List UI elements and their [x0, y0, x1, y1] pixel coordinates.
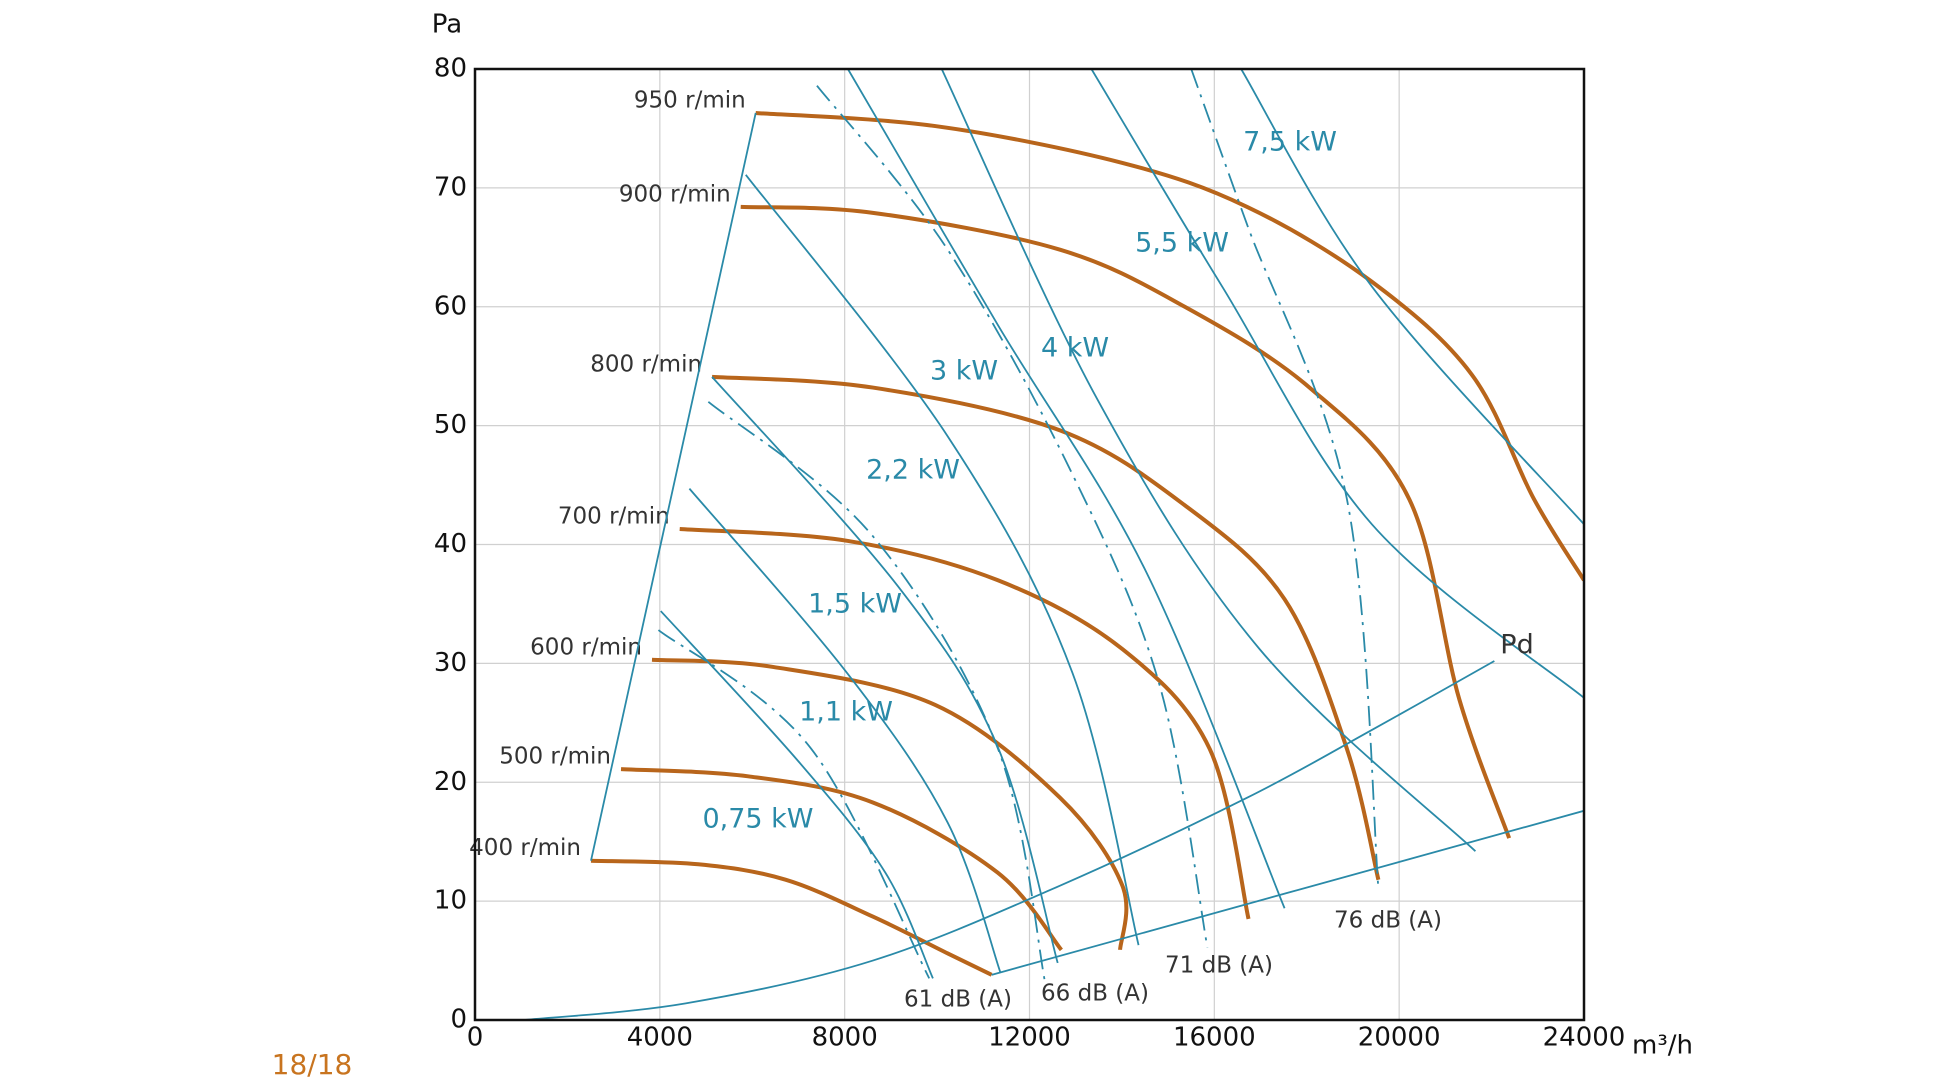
y-tick-label: 30	[434, 648, 467, 678]
y-tick-label: 70	[434, 172, 467, 202]
noise-label: 71 dB (A)	[1165, 953, 1273, 979]
speed-curve	[679, 527, 1251, 920]
speed-label: 950 r/min	[634, 87, 746, 113]
x-tick-label: 24000	[1543, 1023, 1626, 1053]
x-tick-label: 8000	[812, 1023, 878, 1053]
speed-curve	[740, 204, 1512, 839]
speed-label: 900 r/min	[619, 181, 731, 207]
power-curve	[847, 69, 1286, 909]
noise-curve	[657, 629, 931, 979]
speed-curve	[711, 374, 1381, 881]
y-tick-label: 0	[450, 1005, 467, 1035]
power-curve	[745, 174, 1140, 946]
x-tick-label: 20000	[1358, 1023, 1441, 1053]
speed-curve	[755, 110, 1584, 582]
y-tick-label: 40	[434, 529, 467, 559]
power-label: 7,5 kW	[1243, 127, 1337, 158]
power-curve	[660, 610, 934, 979]
power-curve	[590, 112, 757, 861]
x-axis-title: m³/h	[1632, 1031, 1693, 1061]
x-tick-label: 4000	[627, 1023, 693, 1053]
power-label: 2,2 kW	[866, 455, 960, 486]
speed-label: 400 r/min	[469, 835, 581, 861]
power-curve	[991, 809, 1584, 976]
power-label: 3 kW	[930, 356, 998, 387]
speed-curve	[651, 657, 1129, 951]
y-axis-title: Pa	[432, 10, 462, 40]
page-number: 18/18	[272, 1048, 353, 1081]
noise-label: 66 dB (A)	[1041, 981, 1149, 1007]
power-curve	[1240, 69, 1584, 525]
speed-label: 800 r/min	[590, 351, 702, 377]
power-curve	[523, 660, 1495, 1020]
power-label: Pd	[1500, 630, 1533, 661]
y-tick-label: 80	[434, 54, 467, 84]
speed-label: 700 r/min	[558, 504, 670, 530]
noise-curve	[707, 401, 1047, 984]
y-tick-label: 60	[434, 291, 467, 321]
noise-curve	[1190, 69, 1380, 889]
power-label: 5,5 kW	[1135, 228, 1229, 259]
power-label: 1,1 kW	[799, 697, 893, 728]
noise-curve	[816, 85, 1209, 948]
power-label: 0,75 kW	[702, 804, 813, 835]
y-tick-label: 50	[434, 410, 467, 440]
power-curve	[1090, 69, 1584, 699]
noise-label: 76 dB (A)	[1334, 908, 1442, 934]
power-label: 4 kW	[1041, 333, 1109, 364]
power-curve	[940, 69, 1477, 852]
x-tick-label: 16000	[1173, 1023, 1256, 1053]
speed-label: 500 r/min	[499, 744, 611, 770]
speed-curve	[620, 767, 1063, 952]
y-tick-label: 10	[434, 886, 467, 916]
y-tick-label: 20	[434, 767, 467, 797]
plot-frame	[473, 67, 1586, 1022]
noise-label: 61 dB (A)	[904, 987, 1012, 1013]
x-tick-label: 0	[467, 1023, 484, 1053]
speed-label: 600 r/min	[530, 634, 642, 660]
speed-curve	[590, 858, 993, 977]
x-tick-label: 12000	[988, 1023, 1071, 1053]
power-label: 1,5 kW	[808, 589, 902, 620]
power-curve	[688, 488, 1002, 973]
